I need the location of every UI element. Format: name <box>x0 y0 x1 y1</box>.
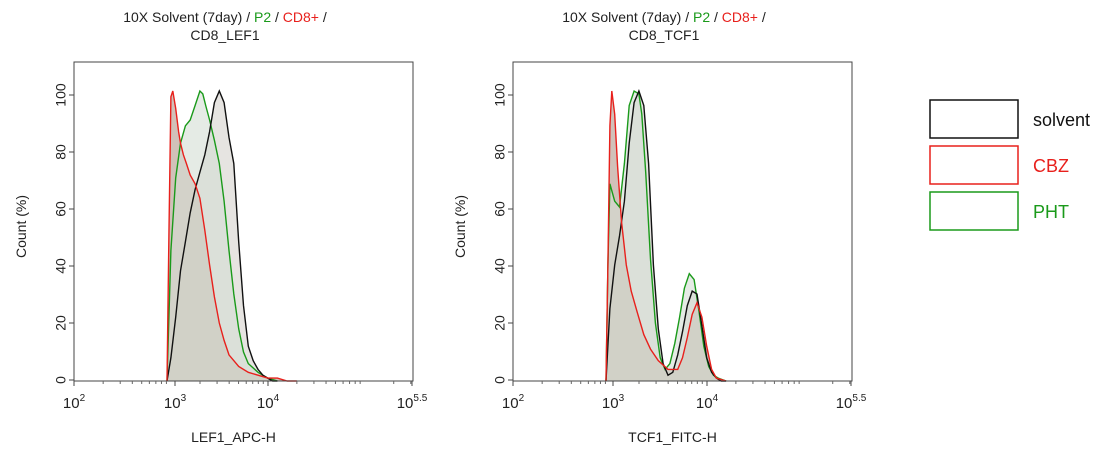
histogram-panel-lef1: 10X Solvent (7day) / P2 / CD8+ / CD8_LEF1… <box>13 9 428 445</box>
chart-title-line2: CD8_LEF1 <box>190 27 259 43</box>
series-line-pht <box>166 89 278 382</box>
chart-title-part: P2 <box>693 9 710 25</box>
chart-title-part: CD8+ <box>283 9 319 25</box>
chart-title-part: P2 <box>254 9 271 25</box>
legend-label-pht: PHT <box>1033 202 1069 222</box>
x-tick-exponent: 2 <box>519 393 525 404</box>
x-tick-base: 10 <box>696 395 713 412</box>
x-tick-base: 10 <box>164 395 181 412</box>
plot-frame <box>512 61 853 382</box>
legend: solvent CBZ PHT <box>929 99 1090 231</box>
x-tick-label: 104 <box>696 393 719 412</box>
series-line-pht <box>605 89 727 382</box>
chart-title-line1: 10X Solvent (7day) / P2 / CD8+ / <box>562 9 766 25</box>
chart-title-part: 10X Solvent (7day) / <box>562 9 693 25</box>
y-tick-label: 60 <box>492 201 508 217</box>
y-tick-label: 80 <box>53 144 69 160</box>
x-tick-base: 10 <box>397 395 414 412</box>
chart-title-part: CD8+ <box>722 9 758 25</box>
chart-title-part: / <box>758 9 766 25</box>
legend-swatch-cbz <box>929 145 1019 185</box>
series-line-solvent <box>605 89 727 382</box>
chart-title-line1: 10X Solvent (7day) / P2 / CD8+ / <box>123 9 327 25</box>
chart-title-part: / <box>319 9 327 25</box>
chart-title-part: 10X Solvent (7day) / <box>123 9 254 25</box>
y-tick-label: 20 <box>53 315 69 331</box>
x-tick-label: 104 <box>257 393 280 412</box>
y-axis-label: Count (%) <box>13 195 29 258</box>
y-tick-label: 40 <box>492 258 508 274</box>
x-tick-base: 10 <box>257 395 274 412</box>
x-tick-exponent: 3 <box>619 393 625 404</box>
x-tick-exponent: 5.5 <box>413 393 427 404</box>
x-tick-base: 10 <box>836 395 853 412</box>
legend-label-solvent: solvent <box>1033 110 1090 130</box>
series-fill-pht <box>167 91 278 381</box>
y-tick-label: 80 <box>492 144 508 160</box>
x-tick-label: 102 <box>63 393 86 412</box>
x-tick-label: 103 <box>602 393 625 412</box>
x-axis-label: LEF1_APC-H <box>191 429 276 445</box>
x-tick-base: 10 <box>63 395 80 412</box>
legend-swatch-pht <box>929 191 1019 231</box>
series-line-solvent <box>166 89 278 382</box>
series-line-cbz <box>605 90 727 382</box>
x-tick-label: 102 <box>502 393 525 412</box>
y-tick-label: 0 <box>53 376 69 384</box>
chart-title-part: / <box>710 9 722 25</box>
series-fill-pht <box>606 91 727 381</box>
x-tick-exponent: 5.5 <box>852 393 866 404</box>
x-axis-label: TCF1_FITC-H <box>628 429 717 445</box>
x-tick-exponent: 4 <box>274 393 280 404</box>
y-axis-label: Count (%) <box>452 195 468 258</box>
x-tick-base: 10 <box>502 395 519 412</box>
series-line-cbz <box>166 90 297 382</box>
x-tick-label: 105.5 <box>836 393 867 412</box>
x-tick-label: 105.5 <box>397 393 428 412</box>
x-tick-exponent: 4 <box>713 393 719 404</box>
y-tick-label: 0 <box>492 376 508 384</box>
y-tick-label: 20 <box>492 315 508 331</box>
chart-title-line2: CD8_TCF1 <box>629 27 700 43</box>
legend-label-cbz: CBZ <box>1033 156 1069 176</box>
chart-title-part: / <box>271 9 283 25</box>
x-tick-base: 10 <box>602 395 619 412</box>
legend-swatch-solvent <box>929 99 1019 139</box>
y-tick-label: 40 <box>53 258 69 274</box>
y-tick-label: 100 <box>53 83 69 107</box>
x-tick-label: 103 <box>164 393 187 412</box>
x-tick-exponent: 2 <box>80 393 86 404</box>
y-tick-label: 60 <box>53 201 69 217</box>
x-tick-exponent: 3 <box>181 393 187 404</box>
histogram-panel-tcf1: 10X Solvent (7day) / P2 / CD8+ / CD8_TCF1… <box>452 9 867 445</box>
plot-frame <box>73 61 414 382</box>
y-tick-label: 100 <box>492 83 508 107</box>
